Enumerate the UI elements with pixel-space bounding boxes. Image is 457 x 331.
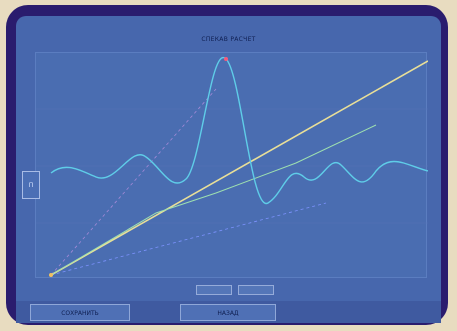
side-panel-button[interactable]: П [22, 171, 40, 199]
wave-line [50, 56, 428, 204]
plot-area [35, 52, 428, 278]
dashed-line-b [50, 202, 327, 276]
green-line [50, 124, 377, 276]
dashed-line-a [50, 88, 217, 276]
zoom-in-button[interactable] [238, 285, 274, 295]
origin-marker [49, 273, 53, 277]
window-title: СПЕКАВ РАСЧЕТ [201, 36, 256, 43]
peak-marker [224, 57, 228, 61]
diagonal-line [50, 60, 428, 276]
back-button[interactable]: НАЗАД [180, 304, 276, 321]
zoom-out-button[interactable] [196, 285, 232, 295]
save-button[interactable]: СОХРАНИТЬ [30, 304, 130, 321]
plot-svg [36, 56, 428, 277]
